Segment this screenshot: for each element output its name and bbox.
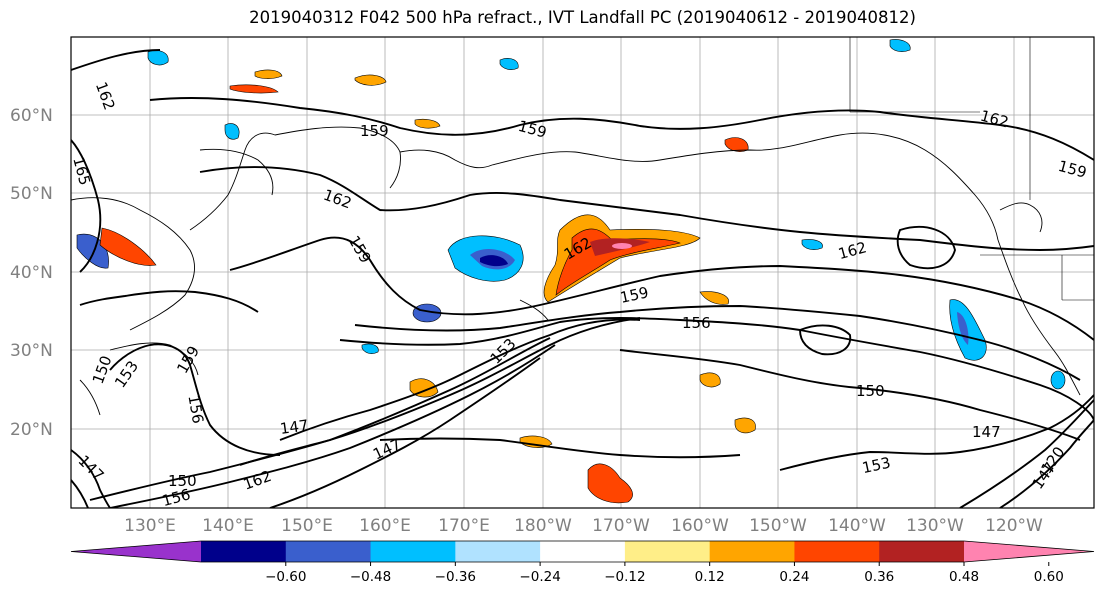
- colorbar-segment: [879, 541, 965, 562]
- contour-label: 162: [836, 238, 868, 263]
- contour-label: 165: [69, 155, 94, 187]
- lon-label: 130°E: [124, 516, 176, 536]
- lat-label: 40°N: [10, 263, 53, 283]
- contour-label: 162: [92, 79, 119, 112]
- map-frame: [70, 36, 1095, 509]
- colorbar-tick-label: 0.24: [779, 569, 809, 585]
- lat-label: 20°N: [10, 420, 53, 440]
- colorbar-tick-label: −0.48: [350, 569, 391, 585]
- contour-label: 147: [972, 423, 1001, 441]
- colorbar-tick-label: −0.12: [604, 569, 645, 585]
- lon-label: 170°E: [438, 516, 490, 536]
- latitude-labels: 60°N 50°N 40°N 30°N 20°N: [10, 106, 53, 440]
- colorbar-segment: [201, 541, 287, 562]
- lat-label: 50°N: [10, 184, 53, 204]
- map-title: 2019040312 F042 500 hPa refract., IVT La…: [249, 8, 916, 27]
- colorbar-segment: [370, 541, 456, 562]
- contour-label: 156: [682, 314, 711, 332]
- contour-label: 150: [856, 382, 885, 400]
- longitude-labels: 130°E 140°E 150°E 160°E 170°E 180°W 170°…: [124, 516, 1043, 536]
- colorbar-segment: [624, 541, 711, 562]
- lon-label: 180°W: [514, 516, 572, 536]
- colorbar-tick-label: 0.36: [864, 569, 894, 585]
- lon-label: 130°W: [906, 516, 964, 536]
- lat-label: 60°N: [10, 106, 53, 126]
- lon-label: 150°W: [749, 516, 807, 536]
- lon-label: 170°W: [592, 516, 650, 536]
- lon-label: 160°E: [359, 516, 411, 536]
- contour-label: 150: [168, 472, 197, 490]
- colorbar-segment: [794, 541, 880, 562]
- contour-label: 159: [173, 343, 203, 377]
- contour-label: 147: [279, 416, 310, 438]
- colorbar-tick-label: 0.12: [695, 569, 725, 585]
- lon-label: 150°E: [281, 516, 333, 536]
- contour-label: 153: [111, 357, 142, 391]
- contour-label: 162: [241, 467, 274, 494]
- colorbar-tick-label: −0.36: [435, 569, 476, 585]
- colorbar-tick-label: 0.48: [949, 569, 979, 585]
- colorbar-extend-low: [71, 541, 201, 562]
- colorbar-tick-label: −0.24: [519, 569, 560, 585]
- lon-label: 160°W: [671, 516, 729, 536]
- colorbar-segment: [455, 541, 541, 562]
- contour-label: 156: [160, 485, 192, 510]
- colorbar-extend-high: [964, 541, 1094, 562]
- lon-label: 140°E: [202, 516, 254, 536]
- colorbar-tick-label: 0.60: [1034, 569, 1064, 585]
- contour-label: 156: [184, 394, 207, 425]
- contour-label: 159: [1056, 157, 1088, 182]
- contour-labels: 162 159 159 162 165 162 159 162 159 162 …: [69, 79, 1089, 510]
- colorbar: −0.60 −0.48 −0.36 −0.24 −0.12 0.12 0.24 0.36 0.4…: [70, 540, 1095, 585]
- height-contours: [71, 49, 1094, 508]
- refractivity-anomaly-shading: [76, 39, 1066, 504]
- lat-label: 30°N: [10, 341, 53, 361]
- coastlines: [71, 126, 1081, 416]
- contour-label: 162: [978, 107, 1010, 132]
- contour-label: 153: [860, 454, 892, 478]
- colorbar-segment: [540, 541, 626, 562]
- colorbar-segment: [709, 541, 795, 562]
- contour-label: 159: [618, 283, 650, 307]
- lon-label: 140°W: [828, 516, 886, 536]
- map-area: 162 159 159 162 165 162 159 162 159 162 …: [69, 37, 1094, 510]
- colorbar-outline: [70, 540, 1095, 563]
- colorbar-segment: [285, 541, 372, 562]
- colorbar-tick-label: −0.60: [265, 569, 306, 585]
- lon-label: 120°W: [985, 516, 1043, 536]
- contour-label: 159: [360, 122, 389, 140]
